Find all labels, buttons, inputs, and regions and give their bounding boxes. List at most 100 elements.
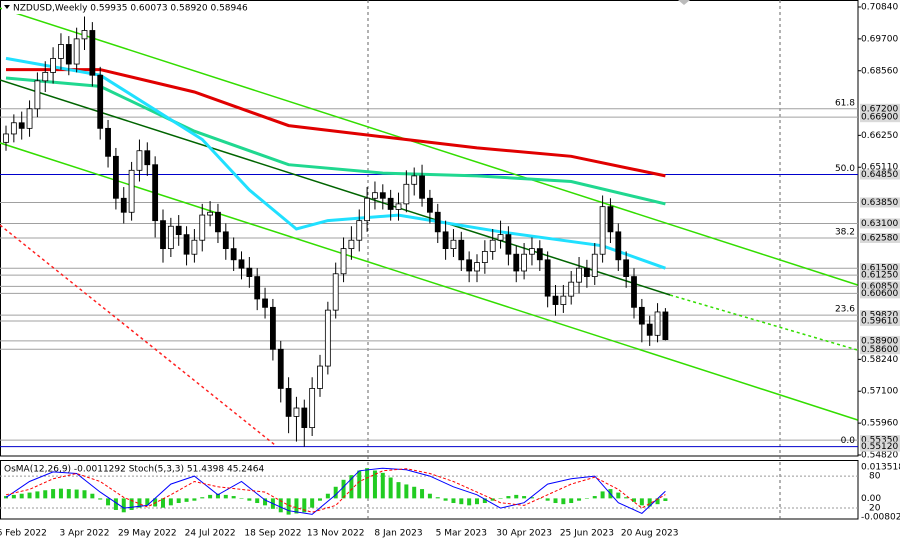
osma-bar: [357, 470, 362, 499]
level-label-bg: [860, 197, 900, 208]
candle-body: [144, 150, 151, 166]
y-tick-label: 0.68560: [861, 66, 898, 76]
candle-body: [105, 127, 111, 157]
stoch-tick-label: 80: [869, 472, 881, 482]
osma-bar: [639, 498, 644, 506]
candle-body: [152, 164, 159, 222]
candle-body: [481, 251, 488, 263]
moving-average: [5, 76, 666, 206]
osma-bar: [263, 498, 268, 506]
osma-bar: [522, 496, 527, 499]
level-label-bg: [860, 218, 900, 229]
candle-body: [340, 248, 347, 275]
osma-bar: [223, 494, 228, 499]
candle-body: [379, 192, 386, 199]
moving-average: [6, 68, 666, 178]
osma-bar: [192, 498, 197, 501]
level-label: 0.59820: [861, 311, 898, 321]
osma-bar: [247, 498, 252, 501]
osma-bar: [655, 498, 660, 505]
osma-bar: [318, 498, 322, 501]
candle-body: [73, 38, 80, 65]
osma-bar: [380, 472, 385, 499]
oscillator-plot: [0, 467, 858, 515]
level-label-bg: [860, 310, 900, 321]
osma-bar: [98, 498, 103, 500]
osma-bar: [239, 498, 244, 499]
trend-line: [0, 79, 671, 296]
candle-body: [113, 155, 119, 199]
level-label: 0.63850: [861, 198, 898, 208]
y-tick-label: 0.55960: [861, 419, 898, 429]
osma-bar: [537, 498, 542, 499]
candle-body: [199, 214, 206, 241]
candle-body: [599, 206, 606, 255]
candle-body: [262, 298, 268, 308]
osma-bar: [137, 498, 142, 508]
candle-body: [497, 234, 504, 241]
osma-bar: [459, 498, 464, 505]
osma-bar: [66, 489, 71, 499]
osma-bar: [647, 498, 652, 507]
osma-bar: [74, 489, 79, 499]
fib-label: 38.2: [835, 227, 855, 237]
level-label: 0.55350: [861, 436, 898, 446]
candle-body: [10, 122, 17, 135]
level-label: 0.60600: [861, 289, 898, 299]
osma-bar: [577, 498, 582, 501]
osma-bar: [106, 498, 111, 506]
candle-body: [222, 231, 229, 250]
osma-bar: [90, 493, 95, 499]
osma-bar: [584, 498, 589, 499]
level-label: 0.60850: [861, 282, 898, 292]
candle-body: [317, 365, 323, 389]
candle-body: [466, 259, 473, 272]
candle-body: [167, 225, 174, 250]
candle-body: [293, 407, 300, 417]
osma-bar: [561, 498, 566, 505]
candle-body: [81, 30, 88, 40]
osma-bar: [278, 498, 283, 513]
osma-bar: [412, 486, 417, 499]
candle-body: [58, 44, 64, 59]
candle-body: [426, 197, 433, 213]
moving-average: [5, 56, 666, 270]
candle-body: [254, 276, 261, 300]
osma-bar: [420, 489, 425, 499]
osma-bar: [11, 494, 16, 499]
y-tick-label: 0.65110: [861, 163, 898, 173]
candle-body: [419, 175, 425, 199]
candle-body: [175, 225, 182, 236]
candle-body: [65, 44, 72, 65]
candle-body: [128, 169, 135, 213]
osma-bar: [310, 498, 315, 508]
level-label-bg: [860, 103, 900, 114]
candle-body: [356, 220, 363, 241]
header-icon: [4, 5, 10, 9]
osma-bar: [467, 498, 472, 506]
osma-bar: [545, 498, 550, 501]
osma-bar: [341, 479, 346, 499]
candle-body: [395, 203, 402, 210]
osma-bar: [475, 498, 479, 505]
candle-body: [89, 30, 96, 76]
candle-body: [576, 267, 582, 283]
candle-body: [332, 273, 339, 311]
level-label-bg: [860, 288, 900, 299]
candle-body: [269, 306, 276, 350]
y-tick-label: 0.57100: [861, 387, 898, 397]
candle-body: [552, 295, 559, 305]
trend-line: [0, 142, 858, 421]
fib-label: 61.8: [835, 98, 855, 108]
level-label-bg: [860, 344, 900, 355]
candle-body: [615, 231, 622, 261]
level-label: 0.61500: [861, 264, 898, 274]
level-label-bg: [860, 169, 900, 180]
fib-label: 23.6: [835, 305, 855, 315]
osma-bar: [43, 490, 48, 499]
y-tick-label: 0.70840: [861, 2, 898, 12]
level-label-bg: [860, 316, 900, 327]
fib-label: 50.0: [835, 164, 855, 174]
level-label: 0.64850: [861, 170, 898, 180]
candle-body: [654, 311, 661, 336]
